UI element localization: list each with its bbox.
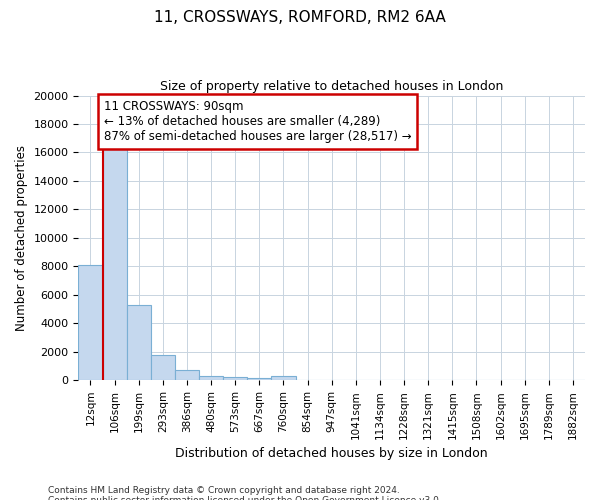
Bar <box>247 378 271 380</box>
Bar <box>175 370 199 380</box>
Y-axis label: Number of detached properties: Number of detached properties <box>15 145 28 331</box>
Bar <box>199 376 223 380</box>
Bar <box>103 146 127 380</box>
Bar <box>271 376 296 380</box>
Bar <box>127 305 151 380</box>
Text: 11, CROSSWAYS, ROMFORD, RM2 6AA: 11, CROSSWAYS, ROMFORD, RM2 6AA <box>154 10 446 25</box>
Text: Contains HM Land Registry data © Crown copyright and database right 2024.: Contains HM Land Registry data © Crown c… <box>48 486 400 495</box>
X-axis label: Distribution of detached houses by size in London: Distribution of detached houses by size … <box>175 447 488 460</box>
Bar <box>151 356 175 380</box>
Text: 11 CROSSWAYS: 90sqm
← 13% of detached houses are smaller (4,289)
87% of semi-det: 11 CROSSWAYS: 90sqm ← 13% of detached ho… <box>104 100 412 143</box>
Bar <box>223 378 247 380</box>
Title: Size of property relative to detached houses in London: Size of property relative to detached ho… <box>160 80 503 93</box>
Bar <box>79 265 103 380</box>
Text: Contains public sector information licensed under the Open Government Licence v3: Contains public sector information licen… <box>48 496 442 500</box>
